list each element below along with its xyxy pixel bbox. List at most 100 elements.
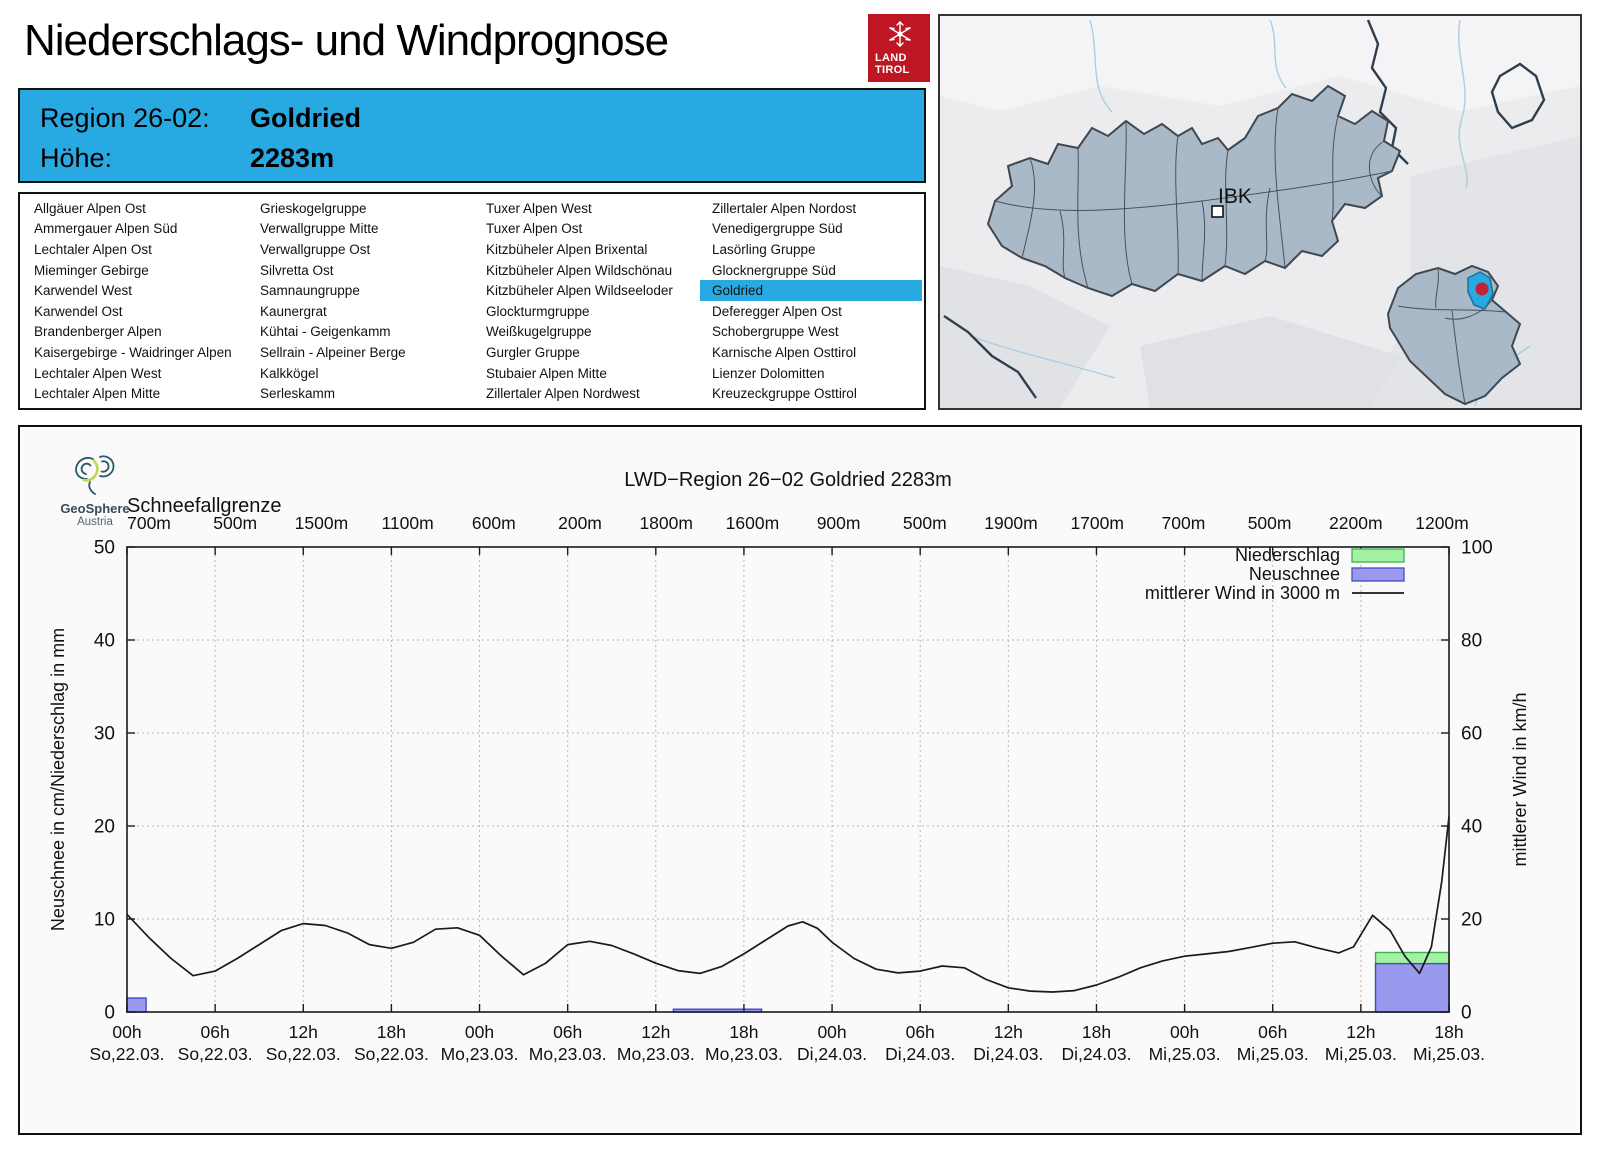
ytick-right-label: 80 [1461, 631, 1482, 652]
region-list-item[interactable]: Weißkugelgruppe [486, 324, 592, 340]
ytick-left-label: 40 [94, 631, 115, 652]
region-list-item[interactable]: Kreuzeckgruppe Osttirol [712, 386, 857, 402]
region-list-item[interactable]: Brandenberger Alpen [34, 324, 162, 340]
snowline-value: 1100m [381, 513, 433, 533]
wind-line [126, 816, 1450, 993]
region-list-item[interactable]: Kalkkögel [260, 365, 319, 381]
region-list-item[interactable]: Verwallgruppe Ost [260, 241, 371, 257]
region-list: Allgäuer Alpen Ost Ammergauer Alpen Süd Le… [22, 198, 922, 404]
tirol-map: IBK [940, 16, 1580, 408]
region-list-item[interactable]: Glockturmgruppe [486, 303, 590, 319]
ytick-left-label: 30 [94, 724, 115, 745]
region-list-item[interactable]: Kitzbüheler Alpen Wildseeloder [486, 283, 673, 299]
map-panel: IBK [938, 14, 1582, 410]
region-list-item[interactable]: Tuxer Alpen West [486, 200, 592, 216]
ytick-left-label: 10 [94, 910, 115, 931]
xtick-time-label: 00h [817, 1022, 846, 1042]
snowline-value: 1200m [1415, 513, 1469, 533]
land-tirol-emblem-icon [889, 21, 911, 47]
region-list-item[interactable]: Lechtaler Alpen Mitte [34, 386, 161, 402]
xtick-time-label: 18h [1082, 1022, 1111, 1042]
xtick-date-label: So,22.03. [266, 1044, 341, 1064]
snowline-value: 1600m [726, 513, 780, 533]
geosphere-logo: GeoSphere Austria [50, 449, 140, 528]
xtick-date-label: Mi,25.03. [1413, 1044, 1485, 1064]
region-list-item[interactable]: Mieminger Gebirge [34, 262, 149, 278]
region-list-item[interactable]: Deferegger Alpen Ost [712, 303, 842, 319]
page-title: Niederschlags- und Windprognose [24, 16, 669, 65]
region-list-item[interactable]: Sellrain - Alpeiner Berge [260, 344, 406, 360]
snowline-value: 500m [213, 513, 257, 533]
region-list-item[interactable]: Ammergauer Alpen Süd [34, 221, 178, 237]
land-tirol-logo: LAND TIROL [868, 14, 930, 82]
region-list-item[interactable]: Verwallgruppe Mitte [260, 221, 379, 237]
snowline-value: 500m [903, 513, 947, 533]
elevation-label: Höhe: [40, 143, 113, 173]
region-list-item[interactable]: Zillertaler Alpen Nordost [712, 200, 857, 216]
map-ibk-marker [1211, 205, 1224, 218]
forecast-chart: LWD−Region 26−02 Goldried 2283m Schneefal… [48, 469, 1530, 1064]
xtick-time-label: 00h [465, 1022, 494, 1042]
region-list-item[interactable]: Grieskogelgruppe [260, 200, 367, 216]
region-list-item[interactable]: Stubaier Alpen Mitte [486, 365, 607, 381]
region-list-item[interactable]: Kitzbüheler Alpen Wildschönau [486, 262, 673, 278]
forecast-chart-panel: LWD−Region 26−02 Goldried 2283m Schneefal… [18, 425, 1582, 1135]
region-list-item[interactable]: Kühtai - Geigenkamm [260, 324, 391, 340]
map-terrain-s [1140, 316, 1400, 408]
xtick-date-label: Mo,23.03. [705, 1044, 783, 1064]
xtick-date-label: Mi,25.03. [1237, 1044, 1309, 1064]
map-north-tirol [986, 84, 1402, 298]
xtick-date-label: So,22.03. [178, 1044, 253, 1064]
region-list-item[interactable]: Lechtaler Alpen West [34, 365, 162, 381]
legend-neuschnee-swatch [1351, 567, 1405, 582]
region-list-item[interactable]: Kitzbüheler Alpen Brixental [486, 241, 648, 257]
ytick-right-label: 60 [1461, 724, 1482, 745]
xtick-date-label: Mi,25.03. [1149, 1044, 1221, 1064]
region-list-item[interactable]: Lienzer Dolomitten [712, 365, 825, 381]
region-list-item[interactable]: Venedigergruppe Süd [712, 221, 843, 237]
ytick-left-label: 50 [94, 538, 115, 559]
region-list-item[interactable]: Gurgler Gruppe [486, 344, 580, 360]
geosphere-swirl-icon [75, 455, 115, 495]
region-list-item[interactable]: Kaunergrat [260, 303, 327, 319]
xtick-time-label: 06h [906, 1022, 935, 1042]
land-tirol-text-line2: TIROL [875, 64, 910, 76]
region-list-item[interactable]: Lasörling Gruppe [712, 241, 816, 257]
region-list-item[interactable]: Lechtaler Alpen Ost [34, 241, 152, 257]
region-list-item[interactable]: Tuxer Alpen Ost [486, 221, 583, 237]
snowline-value: 700m [127, 513, 171, 533]
ytick-right-label: 20 [1461, 910, 1482, 931]
snowline-value: 900m [817, 513, 861, 533]
region-list-item[interactable]: Serleskamm [260, 386, 336, 402]
region-list-item[interactable]: Glocknergruppe Süd [712, 262, 836, 278]
region-list-box: Allgäuer Alpen Ost Ammergauer Alpen Süd Le… [18, 192, 926, 410]
ylabel-right: mittlerer Wind in km/h [1510, 692, 1530, 866]
region-list-item[interactable]: Allgäuer Alpen Ost [34, 200, 146, 216]
xtick-time-label: 12h [1346, 1022, 1375, 1042]
snowline-value: 1800m [639, 513, 693, 533]
xtick-time-label: 12h [289, 1022, 318, 1042]
legend-niederschlag-swatch [1351, 548, 1405, 563]
xtick-time-label: 18h [377, 1022, 406, 1042]
legend-label: mittlerer Wind in 3000 m [1145, 583, 1340, 603]
region-list-item[interactable]: Zillertaler Alpen Nordwest [486, 386, 640, 402]
plot-border [126, 546, 1450, 1013]
snowline-value: 1900m [984, 513, 1038, 533]
region-list-item[interactable]: Goldried [700, 280, 922, 301]
ytick-right-label: 100 [1461, 538, 1493, 559]
xtick-time-label: 18h [729, 1022, 758, 1042]
region-list-item[interactable]: Silvretta Ost [260, 262, 334, 278]
snowline-value: 500m [1248, 513, 1292, 533]
region-list-item[interactable]: Schobergruppe West [712, 324, 839, 340]
elevation-value: 2283m [250, 143, 335, 173]
region-value: Goldried [250, 103, 362, 133]
region-list-item[interactable]: Karwendel West [34, 283, 133, 299]
region-list-item[interactable]: Karwendel Ost [34, 303, 123, 319]
xtick-time-label: 12h [994, 1022, 1023, 1042]
snowline-value: 600m [472, 513, 516, 533]
region-list-item[interactable]: Samnaungruppe [260, 283, 360, 299]
region-list-item[interactable]: Kaisergebirge - Waidringer Alpen [34, 344, 232, 360]
bar-neuschnee [126, 997, 147, 1013]
region-list-item[interactable]: Karnische Alpen Osttirol [712, 344, 857, 360]
